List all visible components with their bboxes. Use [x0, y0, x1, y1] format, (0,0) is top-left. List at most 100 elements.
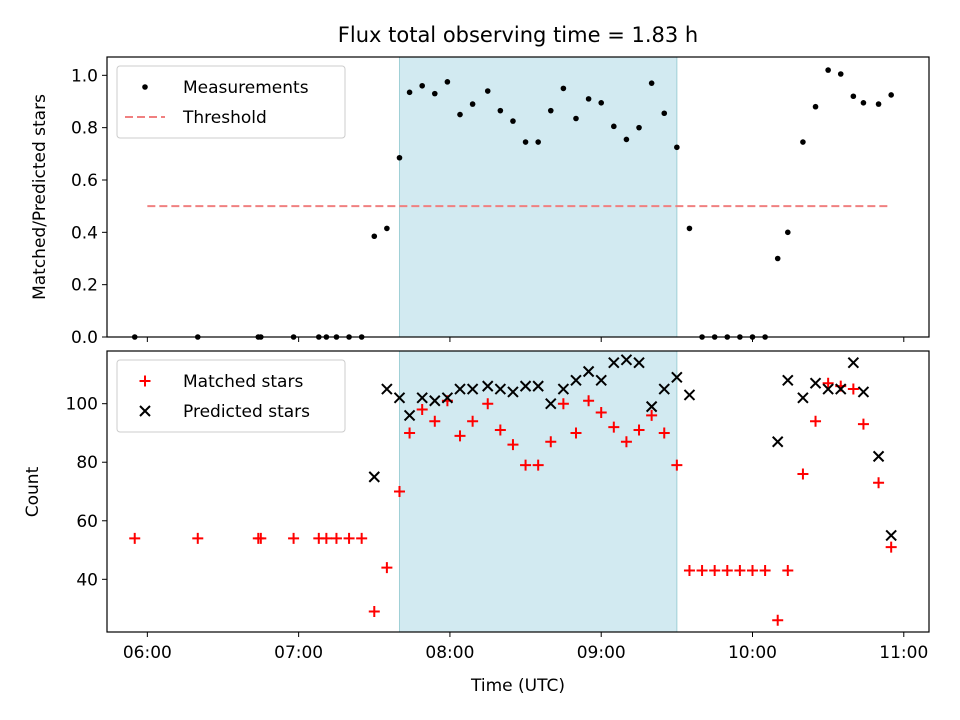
measurement-point: [611, 123, 617, 130]
matched-stars-point: [429, 415, 441, 427]
matched-stars-point: [620, 436, 632, 448]
measurement-point: [396, 154, 403, 161]
matched-stars-point: [873, 477, 885, 489]
matched-stars-point: [847, 383, 859, 395]
top-y-axis-label: Matched/Predicted stars: [30, 94, 50, 300]
matched-stars-point: [608, 421, 620, 433]
series-predicted-stars: [368, 354, 897, 542]
legend: Measurements Threshold: [116, 65, 346, 139]
measurement-point: [497, 107, 504, 114]
measurement-point: [800, 139, 806, 145]
matched-stars-point: [494, 424, 506, 436]
matched-stars-point: [759, 565, 771, 577]
bottom-y-axis-label: Count: [23, 466, 43, 517]
matched-stars-point: [320, 532, 332, 544]
y-tick-label: 0.8: [71, 119, 98, 139]
measurement-point: [573, 115, 579, 122]
matched-stars-point: [885, 541, 897, 553]
predicted-stars-point: [441, 392, 454, 404]
matched-stars-point: [595, 406, 607, 418]
matched-stars-point: [557, 398, 569, 410]
measurement-point: [371, 233, 378, 240]
axes-frame: [106, 56, 930, 338]
measurement-point: [860, 99, 867, 106]
predicted-stars-point: [857, 386, 870, 398]
measurement-point: [837, 71, 844, 77]
predicted-stars-point: [507, 386, 519, 398]
predicted-stars-point: [835, 383, 847, 395]
matched-stars-point: [721, 565, 733, 577]
matched-stars-point: [416, 404, 428, 416]
predicted-stars-point: [797, 392, 809, 404]
matched-stars-point: [857, 418, 869, 430]
matched-stars-point: [545, 436, 557, 448]
chart-title: Flux total observing time = 1.83 h: [338, 23, 698, 47]
predicted-stars-point: [519, 380, 532, 392]
predicted-stars-point: [683, 389, 696, 401]
measurement-point: [875, 101, 882, 107]
predicted-stars-point: [545, 397, 557, 410]
y-tick-label: 0.6: [71, 171, 98, 191]
legend: Matched stars Predicted stars: [116, 359, 346, 433]
measurement-point: [535, 139, 541, 145]
predicted-stars-point: [782, 374, 794, 386]
matched-stars-point: [810, 415, 822, 427]
matched-stars-point: [797, 468, 809, 480]
measurement-point: [812, 103, 819, 110]
x-tick-label: 09:00: [577, 643, 626, 663]
predicted-stars-point: [381, 383, 393, 395]
measurement-point: [661, 110, 668, 117]
measurement-point: [648, 80, 655, 86]
matched-stars-point: [454, 430, 466, 442]
bottom-panel: 40 60 80 100 06:00 07:00 08:00 09:00 10:00 11:00 M…: [66, 350, 930, 663]
matched-stars-point: [288, 532, 300, 544]
legend-matched-swatch: [139, 375, 151, 387]
matched-stars-point: [381, 562, 393, 574]
predicted-stars-point: [429, 395, 441, 407]
measurement-point: [522, 139, 529, 145]
measurement-point: [457, 111, 463, 118]
matched-stars-point: [330, 532, 342, 544]
measurement-point: [674, 144, 680, 151]
predicted-stars-point: [645, 400, 658, 413]
legend-label: Threshold: [182, 108, 267, 128]
axes-frame: [106, 350, 930, 633]
matched-stars-point: [683, 565, 695, 577]
matched-stars-point: [822, 377, 834, 389]
matched-stars-point: [532, 459, 544, 471]
legend-measurements-swatch: [142, 84, 148, 90]
legend-label: Matched stars: [183, 372, 303, 392]
y-tick-label: 60: [76, 512, 98, 532]
measurement-point: [825, 67, 831, 73]
top-panel: 0.0 0.2 0.4 0.6 0.8 1.0 Measurements Threshold: [71, 56, 930, 348]
measurement-point: [406, 89, 413, 96]
measurement-point: [560, 85, 567, 92]
predicted-stars-point: [368, 471, 380, 483]
predicted-stars-point: [403, 409, 416, 422]
legend-box: [116, 65, 346, 139]
predicted-stars-point: [416, 392, 428, 404]
matched-stars-point: [520, 459, 532, 471]
matched-stars-point: [356, 532, 368, 544]
predicted-stars-point: [608, 357, 620, 369]
predicted-stars-point: [885, 529, 897, 542]
matched-stars-point: [646, 409, 658, 421]
predicted-stars-point: [595, 374, 607, 386]
matched-stars-point: [671, 459, 683, 471]
predicted-stars-point: [532, 380, 544, 392]
matched-stars-point: [255, 532, 267, 544]
measurement-point: [444, 79, 451, 85]
matched-stars-point: [507, 439, 519, 451]
matched-stars-point: [192, 532, 204, 544]
measurement-point: [510, 118, 516, 124]
predicted-stars-point: [772, 436, 784, 448]
series-matched-stars: [129, 377, 897, 626]
predicted-stars-point: [454, 383, 466, 395]
x-tick-label: 07:00: [274, 643, 323, 663]
predicted-stars-point: [582, 365, 595, 378]
matched-stars-point: [393, 486, 405, 497]
y-tick-label: 80: [76, 453, 98, 473]
predicted-stars-point: [847, 357, 860, 369]
matched-stars-point: [467, 415, 479, 427]
y-tick-label: 100: [66, 395, 98, 415]
